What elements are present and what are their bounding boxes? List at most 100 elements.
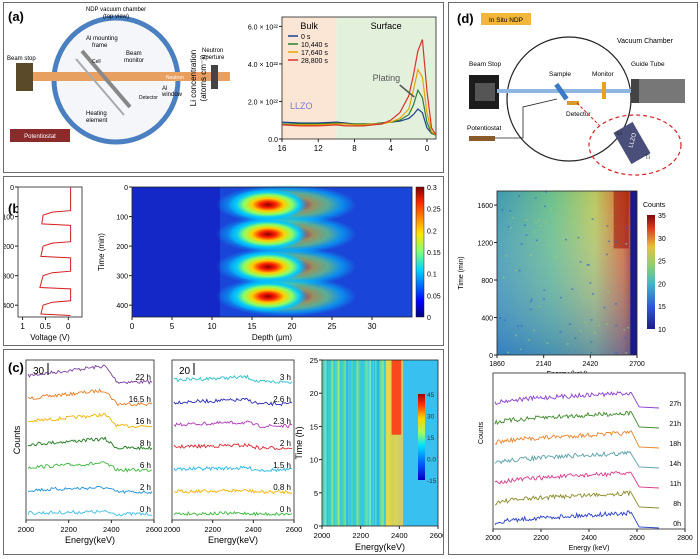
b-heat-x-tick-label: 25 [328,322,337,331]
c-left-x-tick-label: 2600 [146,525,163,534]
d-lines-series-label: 18h [669,441,681,448]
d-heat-noise [505,255,508,257]
d-heat-noise [590,341,593,343]
d-heat-noise [521,349,524,351]
c-heat-streak [382,360,385,526]
c-heat-streak [325,360,328,526]
d-heat-noise [535,221,538,224]
d-colorbar-tick-label: 25 [658,259,666,266]
d-heat-noise [577,236,580,239]
d-heat-noise [623,336,626,339]
c-mid-chart: 3 h 2.6 h 2.3 h 2 h 1.5 h 0.8 h 0 h 2000 2200 240… [164,359,302,545]
d-heat-x-tick-label: 1860 [489,361,505,368]
d-colorbar-tick-label: 30 [658,236,666,243]
d-heat-noise [520,324,523,327]
d-lines-chart: 27h 21h 18h 14h 11h 8h 0h 2000 2200 2400 2600 2800 E… [478,372,693,552]
cell-label: Cell [92,59,101,65]
beam-stop-block [16,63,33,91]
b-heat-x-tick-label: 15 [248,322,257,331]
d-heat-noise [569,323,572,325]
d-heat-noise [582,297,585,300]
d-wire [495,98,558,139]
d-lines-y-label: Counts [478,421,485,444]
c-mid-trace [173,397,293,407]
c-mid-series-label: 0.8 h [273,483,291,492]
mounting-frame [80,49,132,109]
d-heat-y-tick-label: 1600 [477,203,493,210]
d-heat-noise [615,324,618,327]
ndp-chamber-schematic: NDP vacuum chamber (top view) Beam stop … [7,7,230,145]
a-y-axis-label-1: Li concentration [189,50,198,106]
d-heat-noise [543,205,546,208]
d-heat-noise [603,230,606,232]
c-heat-streak [364,360,367,526]
c-heat-x-tick-label: 2400 [391,531,408,540]
d-heat-noise [543,298,545,300]
b-heat-y-tick-label: 200 [116,244,128,251]
c-left-trace [27,388,153,407]
c-heat-y-tick-label: 20 [310,389,318,398]
b-heat-y-label: Time (min) [97,233,106,271]
c-heat-streak [380,360,384,526]
a-annotation-llzo: LLZO [290,101,313,111]
d-heat-noise [593,296,596,298]
c-left-series-label: 16.5 h [129,395,151,404]
d-monitor [602,82,606,99]
d-heat-noise [584,321,587,324]
d-heat-noise [615,241,618,243]
d-heat-noise [499,317,501,319]
b-colorbar-tick-label: 0.05 [427,293,441,300]
c-mid-x-tick-label: 2200 [204,525,221,534]
b-heat-y-tick-label: 100 [116,215,128,222]
a-legend-label: 0 s [301,34,311,41]
c-heat-streak [379,360,381,526]
c-heat-hot [391,360,402,435]
a-y-tick-label: 0.0 [268,137,278,144]
c-heat-y-tick-label: 25 [310,356,318,365]
c-left-trace [27,412,153,429]
d-heat-noise [625,243,628,245]
region-label-bulk: Bulk [300,21,318,31]
b-colorbar-tick-label: 0.2 [427,228,437,235]
c-heat-streak [327,360,329,526]
d-heat-noise [589,282,592,284]
a-x-tick-label: 4 [388,144,393,153]
b-colorbar-tick-label: 0.25 [427,207,441,214]
c-left-scale-bar-label: 30 [33,366,45,377]
d-heat-noise [598,324,601,327]
d-heat-noise [523,224,526,226]
a-y-axis-label-2: (atoms cm⁻³) [199,54,208,101]
panel-c-label: (c) [8,360,24,375]
d-heat-y-tick-label: 800 [481,278,493,285]
c-mid-scale-bar-label: 20 [179,366,191,377]
c-left-trace [27,364,153,385]
d-lines-trace [494,390,660,409]
d-heatmap-chart: 1860214024202700Energy (keV)040080012001… [458,190,666,378]
d-heat-noise [533,329,536,332]
c-colorbar [418,394,425,480]
c-heat-streak [346,360,349,526]
c-mid-x-tick-label: 2400 [245,525,262,534]
in-situ-ndp-schematic: In Situ NDP Vacuum Chamber Beam Stop Sam… [467,13,685,176]
c-mid-trace [173,465,293,473]
a-x-tick-label: 12 [314,144,323,153]
c-heat-streak [344,360,347,526]
c-left-series-label: 2 h [140,483,151,492]
c-heat-streak [336,360,339,526]
b-colorbar-tick-label: 0.3 [427,185,437,192]
c-heat-y-tick-label: 5 [314,489,318,498]
b-volt-y-tick-label: 0 [10,185,14,192]
d-colorbar [647,215,655,329]
b-hotspot [228,218,308,251]
b-heat-x-tick-label: 30 [368,322,377,331]
d-heat-noise [611,214,614,217]
d-heat-edge [630,191,637,355]
neutron-aperture-label-1: Neutron [202,48,223,54]
c-colorbar-tick-label: 15 [427,435,435,442]
d-colorbar-tick-label: 20 [658,281,666,288]
d-heat-noise [547,244,550,247]
d-heat-noise [543,289,546,291]
d-zoom-ti: Ti [645,155,650,161]
d-heat-noise [579,261,582,263]
b-heat-x-tick-label: 10 [208,322,217,331]
